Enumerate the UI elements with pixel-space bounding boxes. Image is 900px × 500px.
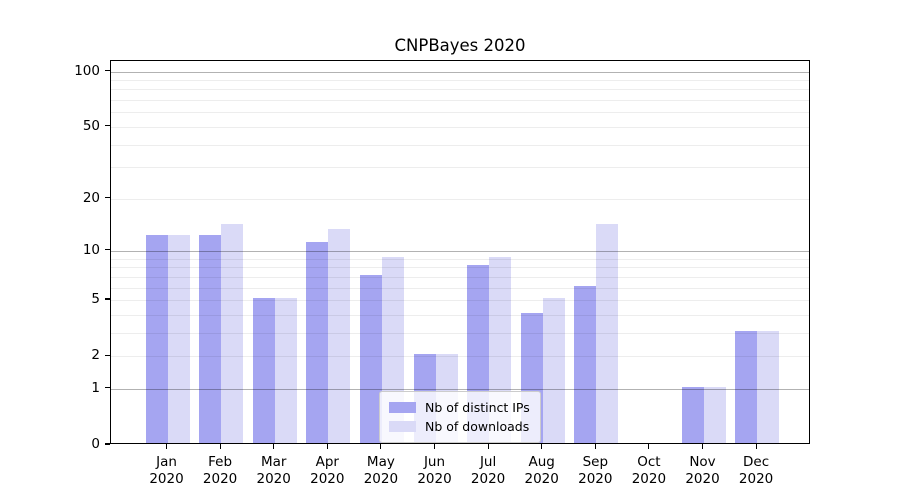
x-tick-mark-mar (273, 444, 275, 449)
gridline-7 (111, 276, 809, 278)
bar-feb-distinct-ips (199, 235, 222, 443)
x-tick-label-oct: Oct 2020 (631, 454, 667, 487)
x-tick-label-aug: Aug 2020 (524, 454, 559, 487)
x-tick-label-apr: Apr 2020 (310, 454, 345, 487)
gridline-70 (111, 100, 809, 101)
bar-may-distinct-ips (359, 274, 382, 443)
bar-feb-downloads (221, 223, 244, 443)
bar-dec-downloads (757, 330, 780, 443)
gridline-6 (111, 287, 809, 289)
legend-item-downloads: Nb of downloads (389, 417, 530, 436)
x-tick-mark-aug (541, 444, 543, 449)
y-tick-mark-0 (105, 443, 110, 445)
gridline-2 (111, 356, 809, 358)
bar-apr-downloads (328, 229, 351, 443)
x-tick-label-jul: Jul 2020 (470, 454, 506, 487)
y-tick-label-5: 5 (91, 291, 100, 307)
y-tick-label-2: 2 (91, 347, 100, 364)
bar-dec-distinct-ips (735, 330, 758, 443)
gridline-90 (111, 79, 809, 81)
x-tick-label-may: May 2020 (363, 454, 399, 487)
y-tick-label-100: 100 (74, 62, 100, 79)
x-tick-label-nov: Nov 2020 (685, 454, 720, 487)
gridline-60 (111, 112, 809, 114)
x-tick-mark-nov (701, 444, 704, 449)
gridline-4 (111, 314, 809, 316)
gridline-80 (111, 89, 809, 91)
bar-sep-downloads (596, 223, 619, 443)
x-tick-mark-jul (487, 444, 489, 449)
gridline-3 (111, 332, 809, 334)
gridline-20 (111, 198, 809, 200)
y-tick-mark-50 (105, 125, 110, 127)
x-tick-label-jan: Jan 2020 (149, 454, 184, 487)
legend-label-distinct-ips: Nb of distinct IPs (425, 400, 530, 415)
gridline-10 (111, 250, 809, 252)
legend-swatch-distinct-ips (389, 402, 416, 413)
y-tick-label-1: 1 (91, 379, 100, 396)
bar-jan-downloads (167, 235, 190, 443)
chart-title: CNPBayes 2020 (394, 36, 526, 55)
gridline-5 (111, 300, 809, 301)
bar-jan-distinct-ips (145, 235, 168, 443)
y-tick-mark-1 (105, 387, 110, 389)
x-tick-mark-sep (594, 444, 596, 449)
bar-mar-distinct-ips (252, 298, 275, 443)
plot-area: Nb of distinct IPs Nb of downloads (110, 60, 810, 444)
gridline-1 (111, 388, 809, 390)
legend-label-downloads: Nb of downloads (425, 419, 530, 434)
gridline-9 (111, 258, 809, 260)
gridlines-layer (111, 61, 809, 443)
y-tick-label-50: 50 (82, 117, 100, 134)
x-tick-mark-dec (755, 444, 757, 449)
gridline-100 (111, 71, 809, 73)
x-tick-label-feb: Feb 2020 (202, 454, 238, 487)
bar-aug-downloads (542, 298, 565, 443)
bar-nov-distinct-ips (681, 386, 704, 443)
legend: Nb of distinct IPs Nb of downloads (379, 391, 541, 443)
bar-mar-downloads (274, 298, 297, 443)
x-tick-mark-apr (326, 444, 328, 449)
x-tick-mark-jun (433, 444, 436, 449)
x-tick-mark-oct (648, 444, 650, 449)
y-tick-label-10: 10 (82, 241, 100, 258)
x-tick-label-mar: Mar 2020 (256, 454, 291, 487)
y-tick-label-20: 20 (82, 189, 100, 206)
x-tick-mark-feb (219, 444, 221, 449)
y-tick-mark-100 (105, 69, 110, 72)
gridline-30 (111, 167, 809, 169)
x-tick-label-sep: Sep 2020 (578, 454, 613, 487)
legend-swatch-downloads (389, 421, 416, 432)
x-tick-label-jun: Jun 2020 (417, 454, 452, 487)
bar-apr-distinct-ips (306, 241, 329, 443)
y-tick-mark-5 (105, 298, 110, 300)
y-tick-mark-20 (105, 197, 110, 199)
gridline-8 (111, 267, 809, 269)
x-tick-label-dec: Dec 2020 (738, 454, 774, 487)
gridline-50 (111, 126, 809, 128)
bar-nov-downloads (703, 386, 726, 443)
bar-sep-distinct-ips (574, 285, 597, 443)
y-tick-mark-2 (105, 354, 110, 356)
x-tick-mark-may (380, 444, 382, 449)
y-tick-mark-10 (105, 249, 110, 251)
legend-item-distinct-ips: Nb of distinct IPs (389, 398, 530, 417)
gridline-40 (111, 144, 809, 146)
y-tick-label-0: 0 (91, 436, 100, 452)
x-tick-mark-jan (165, 444, 168, 449)
